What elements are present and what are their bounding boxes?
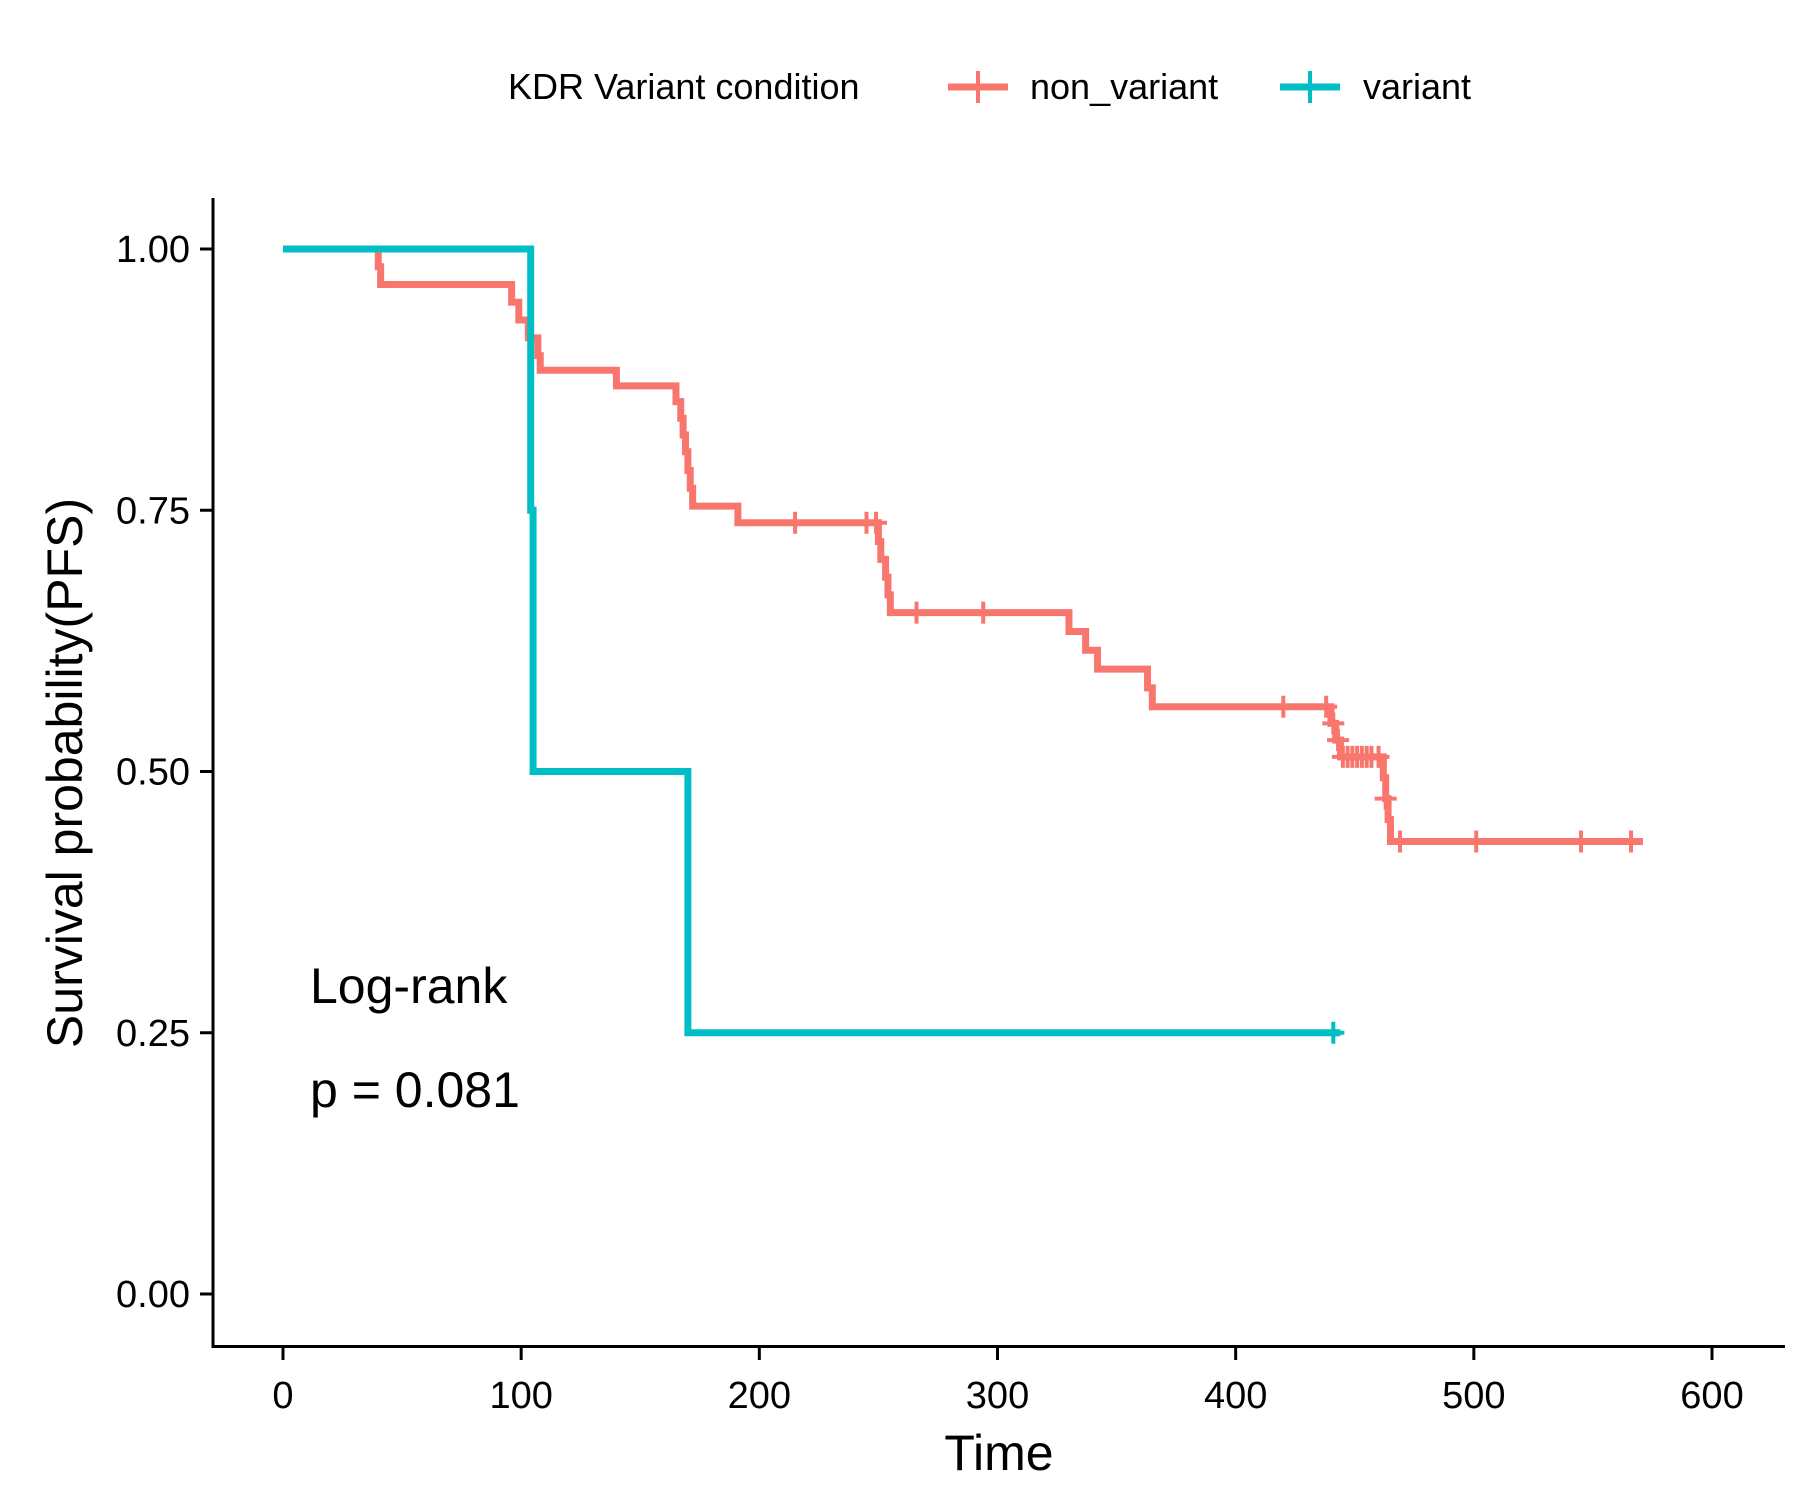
y-tick-label: 0.00 (116, 1274, 190, 1316)
x-tick-label: 500 (1442, 1375, 1505, 1417)
axes (211, 198, 1785, 1348)
y-tick-label: 0.75 (116, 490, 190, 532)
x-tick-label: 200 (728, 1375, 791, 1417)
y-tick-label: 0.50 (116, 752, 190, 794)
y-tick-label: 1.00 (116, 229, 190, 271)
y-ticks: 0.00 0.25 0.50 0.75 1.00 (116, 229, 213, 1316)
x-tick-label: 0 (272, 1375, 293, 1417)
legend-label-variant: variant (1363, 66, 1471, 107)
km-curve-non-variant (283, 245, 1643, 846)
x-tick-label: 400 (1204, 1375, 1267, 1417)
plot-area (283, 245, 1643, 1044)
p-value-label: p = 0.081 (310, 1062, 520, 1118)
legend: KDR Variant condition non_variant varian… (508, 66, 1471, 107)
x-axis-title: Time (944, 1425, 1053, 1481)
y-tick-label: 0.25 (116, 1013, 190, 1055)
legend-key-variant (1280, 71, 1340, 103)
x-tick-label: 300 (966, 1375, 1029, 1417)
logrank-label: Log-rank (310, 958, 508, 1014)
x-tick-label: 100 (489, 1375, 552, 1417)
legend-label-non-variant: non_variant (1030, 66, 1218, 107)
legend-key-non-variant (948, 71, 1008, 103)
y-axis-title: Survival probability(PFS) (37, 498, 93, 1048)
km-curve-variant (283, 245, 1341, 1037)
legend-title: KDR Variant condition (508, 66, 860, 107)
x-tick-label: 600 (1680, 1375, 1743, 1417)
x-ticks: 0 100 200 300 400 500 600 (272, 1348, 1744, 1417)
